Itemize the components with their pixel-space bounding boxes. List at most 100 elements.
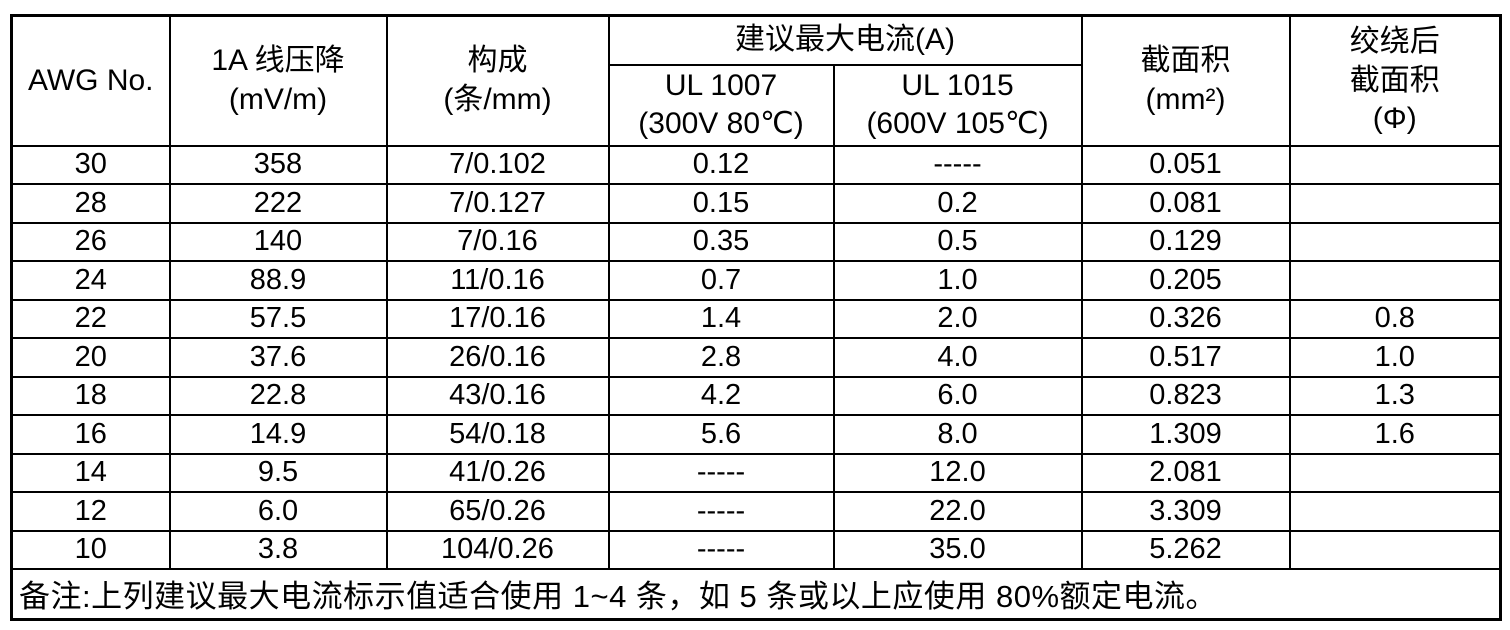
cell-ul1007: 0.7 [607,260,835,301]
note-row: 备注:上列建议最大电流标示值适合使用 1~4 条，如 5 条或以上应使用 80%… [10,568,1502,620]
header-awg-no: AWG No. [10,14,171,147]
cell-twisted-cross-section: 1.3 [1288,375,1502,416]
cell-ul1015: 1.0 [832,260,1083,301]
cell-construction: 7/0.102 [385,144,610,185]
header-twisted-cross-section: 绞绕后 截面积 (Φ) [1288,14,1502,147]
table-row: 12 6.0 65/0.26 ----- 22.0 3.309 [10,491,1502,532]
header-cross-section: 截面积 (mm²) [1080,14,1291,147]
table-body: 30 358 7/0.102 0.12 ----- 0.051 28 222 7/0.127 0.… [10,144,1502,570]
cell-ul1007: 1.4 [607,298,835,339]
cell-construction: 11/0.16 [385,260,610,301]
cell-ul1015: 6.0 [832,375,1083,416]
table-row: 24 88.9 11/0.16 0.7 1.0 0.205 [10,260,1502,301]
table-row: 10 3.8 104/0.26 ----- 35.0 5.262 [10,529,1502,570]
cell-voltage-drop: 3.8 [168,529,388,570]
table-row: 18 22.8 43/0.16 4.2 6.0 0.823 1.3 [10,375,1502,416]
cell-construction: 54/0.18 [385,414,610,455]
header-construction: 构成 (条/mm) [385,14,610,147]
cell-construction: 7/0.16 [385,221,610,262]
cell-cross-section: 1.309 [1080,414,1291,455]
cell-ul1015: ----- [832,144,1083,185]
cell-awg: 12 [10,491,171,532]
cell-awg: 30 [10,144,171,185]
cell-ul1007: ----- [607,529,835,570]
cell-ul1015: 2.0 [832,298,1083,339]
cell-awg: 26 [10,221,171,262]
cell-cross-section: 0.326 [1080,298,1291,339]
cell-ul1015: 0.2 [832,183,1083,224]
cell-cross-section: 3.309 [1080,491,1291,532]
cell-cross-section: 0.129 [1080,221,1291,262]
cell-voltage-drop: 9.5 [168,452,388,493]
cell-cross-section: 0.051 [1080,144,1291,185]
cell-ul1015: 0.5 [832,221,1083,262]
cell-voltage-drop: 222 [168,183,388,224]
awg-spec-table: AWG No. 1A 线压降 (mV/m) 构成 (条/mm) 建议最大电流(A… [10,14,1502,621]
cell-voltage-drop: 88.9 [168,260,388,301]
cell-ul1007: ----- [607,491,835,532]
table-row: 26 140 7/0.16 0.35 0.5 0.129 [10,221,1502,262]
table-row: 14 9.5 41/0.26 ----- 12.0 2.081 [10,452,1502,493]
cell-construction: 65/0.26 [385,491,610,532]
cell-cross-section: 0.823 [1080,375,1291,416]
cell-voltage-drop: 57.5 [168,298,388,339]
cell-voltage-drop: 14.9 [168,414,388,455]
cell-voltage-drop: 358 [168,144,388,185]
cell-awg: 18 [10,375,171,416]
cell-ul1007: 0.12 [607,144,835,185]
cell-awg: 20 [10,337,171,378]
cell-awg: 22 [10,298,171,339]
cell-voltage-drop: 37.6 [168,337,388,378]
cell-twisted-cross-section [1288,529,1502,570]
table-row: 30 358 7/0.102 0.12 ----- 0.051 [10,144,1502,185]
cell-construction: 43/0.16 [385,375,610,416]
cell-twisted-cross-section [1288,491,1502,532]
cell-twisted-cross-section: 1.0 [1288,337,1502,378]
cell-awg: 16 [10,414,171,455]
header-voltage-drop: 1A 线压降 (mV/m) [168,14,388,147]
cell-voltage-drop: 6.0 [168,491,388,532]
header-row-top: AWG No. 1A 线压降 (mV/m) 构成 (条/mm) 建议最大电流(A… [10,14,1502,147]
cell-awg: 14 [10,452,171,493]
cell-ul1007: 4.2 [607,375,835,416]
cell-twisted-cross-section [1288,144,1502,185]
header-row-sub: UL 1007 (300V 80℃) UL 1015 (600V 105℃) [12,63,1501,147]
cell-ul1015: 4.0 [832,337,1083,378]
cell-ul1015: 35.0 [832,529,1083,570]
cell-awg: 28 [10,183,171,224]
cell-ul1015: 22.0 [832,491,1083,532]
cell-ul1007: 2.8 [607,337,835,378]
cell-construction: 7/0.127 [385,183,610,224]
cell-twisted-cross-section [1288,452,1502,493]
cell-twisted-cross-section [1288,183,1502,224]
footnote: 备注:上列建议最大电流标示值适合使用 1~4 条，如 5 条或以上应使用 80%… [10,568,1502,620]
cell-twisted-cross-section: 0.8 [1288,298,1502,339]
table-row: 16 14.9 54/0.18 5.6 8.0 1.309 1.6 [10,414,1502,455]
cell-ul1015: 8.0 [832,414,1083,455]
cell-voltage-drop: 140 [168,221,388,262]
cell-twisted-cross-section [1288,221,1502,262]
cell-awg: 24 [10,260,171,301]
cell-cross-section: 0.517 [1080,337,1291,378]
cell-cross-section: 0.081 [1080,183,1291,224]
cell-ul1007: 0.15 [607,183,835,224]
cell-construction: 104/0.26 [385,529,610,570]
cell-cross-section: 0.205 [1080,260,1291,301]
table-row: 22 57.5 17/0.16 1.4 2.0 0.326 0.8 [10,298,1502,339]
cell-awg: 10 [10,529,171,570]
cell-cross-section: 5.262 [1080,529,1291,570]
cell-voltage-drop: 22.8 [168,375,388,416]
header-ul1015: UL 1015 (600V 105℃) [832,63,1083,147]
page: AWG No. 1A 线压降 (mV/m) 构成 (条/mm) 建议最大电流(A… [10,14,1502,621]
table-row: 28 222 7/0.127 0.15 0.2 0.081 [10,183,1502,224]
cell-ul1015: 12.0 [832,452,1083,493]
cell-ul1007: ----- [607,452,835,493]
cell-twisted-cross-section [1288,260,1502,301]
cell-construction: 26/0.16 [385,337,610,378]
cell-twisted-cross-section: 1.6 [1288,414,1502,455]
table-row: 20 37.6 26/0.16 2.8 4.0 0.517 1.0 [10,337,1502,378]
cell-ul1007: 5.6 [607,414,835,455]
header-ul1007: UL 1007 (300V 80℃) [607,63,835,147]
cell-cross-section: 2.081 [1080,452,1291,493]
header-max-current-group: 建议最大电流(A) [607,14,1083,66]
